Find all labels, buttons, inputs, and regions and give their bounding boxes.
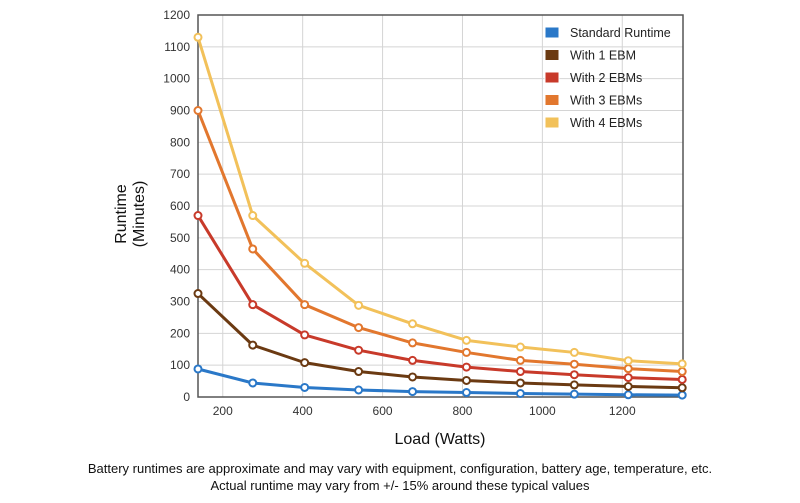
y-tick-label: 300 (170, 295, 190, 309)
y-tick-label: 700 (170, 167, 190, 181)
data-point (623, 373, 633, 383)
data-point (248, 300, 258, 310)
legend-swatch (544, 116, 560, 129)
y-tick-label: 0 (183, 390, 190, 404)
data-point (193, 364, 203, 374)
legend-label: With 1 EBM (570, 49, 636, 63)
y-axis-title-line2: (Minutes) (131, 181, 148, 248)
data-point (461, 335, 471, 345)
legend-label: Standard Runtime (570, 26, 671, 40)
data-point (354, 323, 364, 333)
data-point (623, 381, 633, 391)
series-line (197, 367, 683, 397)
legend-swatch (544, 94, 560, 106)
y-tick-label: 600 (170, 199, 190, 213)
data-point (408, 387, 418, 397)
data-point (677, 374, 687, 384)
x-tick-label: 400 (293, 404, 313, 418)
data-point (461, 347, 471, 357)
data-point (677, 390, 687, 400)
data-point (248, 378, 258, 388)
data-point (354, 367, 364, 377)
data-point (193, 32, 203, 42)
data-point (408, 338, 418, 348)
axis-layer: 0 100 200 300 400 500 600 700 800 900 1000 1100 1200… (163, 8, 684, 418)
data-point (515, 378, 525, 388)
x-tick-label: 600 (373, 404, 393, 418)
x-axis-title: Load (Watts) (395, 431, 486, 448)
data-point (300, 258, 310, 268)
data-point (677, 359, 687, 369)
y-tick-label: 500 (170, 231, 190, 245)
legend-swatch (544, 26, 560, 39)
plot-border (197, 14, 684, 398)
data-point (408, 372, 418, 382)
data-point (569, 389, 579, 399)
data-point (193, 211, 203, 221)
series-line (196, 292, 683, 390)
legend-label: With 2 EBMs (570, 71, 642, 85)
data-point (515, 342, 525, 352)
data-point (569, 370, 579, 380)
series-line (196, 214, 683, 381)
y-tick-label: 1200 (163, 8, 190, 22)
footnote-line-1: Battery runtimes are approximate and may… (87, 461, 713, 476)
legend: Standard Runtime With 1 EBM With 2 EBMs Wit… (544, 26, 671, 130)
x-tick-label: 1200 (609, 404, 636, 418)
data-point (408, 355, 418, 365)
data-point (354, 300, 364, 310)
data-point (623, 356, 633, 366)
legend-swatch (544, 71, 560, 84)
y-axis-title-line1: Runtime (113, 184, 130, 244)
data-point (515, 388, 525, 398)
data-point (677, 383, 687, 393)
y-tick-label: 900 (170, 104, 190, 118)
legend-swatch (544, 49, 560, 61)
data-point (623, 390, 633, 400)
series-line (196, 109, 683, 374)
y-tick-label: 200 (170, 326, 190, 340)
series-2 (193, 211, 687, 384)
y-tick-label: 400 (170, 263, 190, 277)
data-point (569, 347, 579, 357)
data-point (461, 362, 471, 372)
data-point (623, 364, 633, 374)
data-point (515, 355, 525, 365)
data-point (193, 106, 203, 115)
data-point (569, 380, 579, 390)
data-point (248, 211, 258, 221)
data-point (354, 385, 364, 395)
x-tick-label: 1000 (529, 404, 556, 418)
series-line (196, 36, 683, 366)
series-layer (193, 32, 687, 400)
data-point (248, 244, 258, 254)
y-tick-label: 800 (170, 135, 190, 149)
y-tick-label: 1100 (164, 40, 190, 54)
data-point (461, 375, 471, 385)
data-point (515, 367, 525, 377)
x-tick-label: 800 (452, 404, 472, 418)
x-tick-label: 200 (213, 404, 233, 418)
data-point (300, 382, 310, 392)
legend-label: With 3 EBMs (570, 94, 642, 108)
series-3 (193, 106, 687, 377)
data-point (300, 330, 310, 340)
data-point (354, 345, 364, 355)
y-tick-label: 100 (170, 358, 190, 372)
legend-label: With 4 EBMs (570, 116, 642, 130)
data-point (408, 319, 418, 329)
data-point (569, 359, 579, 369)
data-point (461, 388, 471, 398)
y-tick-label: 1000 (163, 72, 190, 86)
data-point (248, 340, 258, 350)
series-4 (193, 32, 687, 369)
data-point (677, 367, 687, 377)
data-point (300, 300, 310, 310)
footnote-line-2: Actual runtime may vary from +/- 15% aro… (210, 478, 590, 493)
data-point (300, 358, 310, 368)
data-point (193, 289, 203, 299)
series-1 (193, 289, 687, 393)
